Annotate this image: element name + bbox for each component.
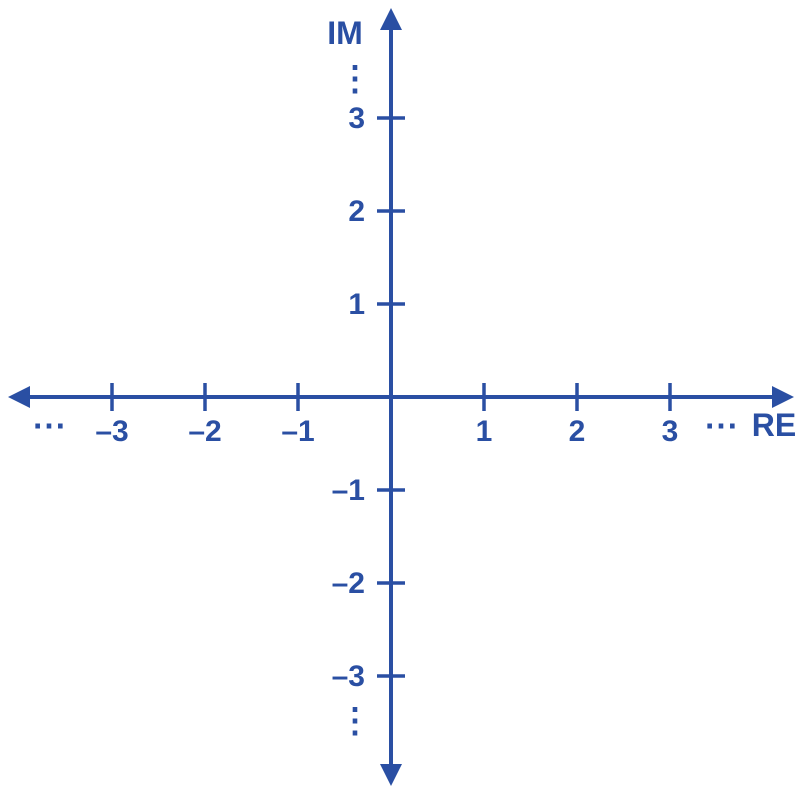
axis-arrowhead — [8, 386, 30, 408]
x-axis-label: RE — [752, 407, 796, 443]
y-tick-label: 1 — [348, 288, 365, 321]
x-ellipsis-right: ⋯ — [704, 407, 738, 445]
y-ellipsis-top: ⋮ — [338, 60, 372, 98]
axis-arrowhead — [380, 764, 402, 786]
y-axis-label: IM — [327, 15, 363, 51]
y-ellipsis-bottom: ⋮ — [338, 702, 372, 740]
x-ellipsis-left: ⋯ — [32, 407, 66, 445]
x-tick-label: 3 — [662, 415, 679, 448]
x-tick-label: –2 — [188, 415, 221, 448]
y-tick-label: 3 — [348, 102, 365, 135]
y-tick-label: –3 — [332, 660, 365, 693]
x-tick-label: 2 — [569, 415, 586, 448]
x-tick-label: 1 — [476, 415, 493, 448]
axis-arrowhead — [772, 386, 794, 408]
complex-plane: –3 –2 –1 1 2 3 3 2 1 –1 –2 –3 RE IM ⋯ ⋯ ⋮ ⋮ — [0, 0, 802, 794]
y-tick-label: –2 — [332, 567, 365, 600]
x-tick-label: –1 — [281, 415, 314, 448]
y-tick-label: –1 — [332, 474, 365, 507]
x-tick-label: –3 — [95, 415, 128, 448]
axis-arrowhead — [380, 8, 402, 30]
y-tick-label: 2 — [348, 195, 365, 228]
